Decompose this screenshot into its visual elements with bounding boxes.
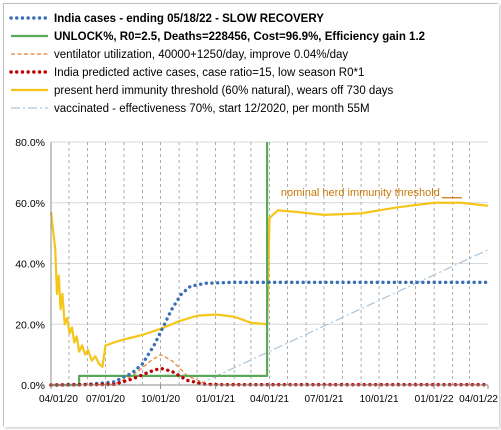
series-line-5 [196, 249, 489, 386]
chart-svg: 0.0% 20.0% 40.0% 60.0% 80.0% 04/01/20 07/01/2… [4, 4, 499, 427]
legend-label-5: vaccinated - effectiveness 70%, start 12… [54, 103, 370, 115]
x-tick-label: 04/01/22 [459, 394, 498, 405]
legend-label-0: India cases - ending 05/18/22 - SLOW REC… [54, 13, 324, 25]
legend-label-4: present herd immunity threshold (60% nat… [54, 85, 393, 97]
chart-frame: 0.0% 20.0% 40.0% 60.0% 80.0% 04/01/20 07/01/2… [3, 3, 499, 427]
y-tick-label: 40.0% [15, 259, 45, 271]
annotation-label: nominal herd immunity threshold [281, 187, 440, 199]
y-tick-label: 80.0% [15, 137, 45, 149]
y-tick-label: 0.0% [21, 380, 45, 392]
y-tick-label: 60.0% [15, 198, 45, 210]
legend: India cases - ending 05/18/22 - SLOW REC… [9, 13, 425, 115]
x-tick-label: 01/01/21 [196, 394, 235, 405]
legend-label-2: ventilator utilization, 40000+1250/day, … [54, 49, 348, 61]
x-tick-label: 04/01/21 [250, 394, 289, 405]
y-axis-ticks: 0.0% 20.0% 40.0% 60.0% 80.0% [15, 137, 45, 392]
legend-label-1: UNLOCK%, R0=2.5, Deaths=228456, Cost=96.… [54, 31, 425, 43]
annotation-layer: nominal herd immunity threshold [281, 187, 462, 199]
x-tick-label: 10/01/21 [360, 394, 399, 405]
legend-label-3: India predicted active cases, case ratio… [54, 67, 364, 79]
x-tick-label: 01/01/22 [415, 394, 454, 405]
y-tick-label: 20.0% [15, 319, 45, 331]
x-tick-label: 07/01/21 [305, 394, 344, 405]
x-axis-ticks: 04/01/20 07/01/20 10/01/20 01/01/21 04/01/21… [39, 385, 498, 405]
vertical-gridlines [68, 142, 470, 385]
series-line-0 [49, 280, 490, 387]
x-tick-label: 10/01/20 [141, 394, 180, 405]
x-tick-label: 04/01/20 [39, 394, 78, 405]
series-line-4 [49, 201, 489, 368]
x-tick-label: 07/01/20 [86, 394, 125, 405]
